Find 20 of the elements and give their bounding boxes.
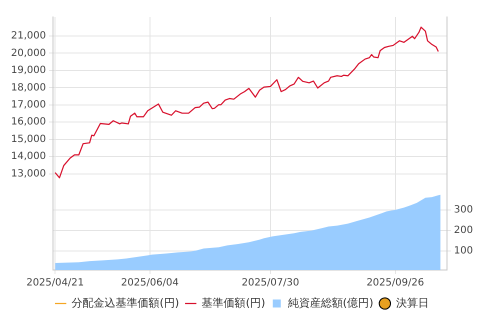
y-tick-label: 15,000 xyxy=(10,134,46,145)
y-tick-label: 13,000 xyxy=(10,168,46,180)
legend-label: 純資産総額(億円) xyxy=(288,296,374,310)
y-tick-label: 19,000 xyxy=(10,65,46,76)
x-tick-label: 2025/07/30 xyxy=(242,278,300,289)
y-tick-label: 20,000 xyxy=(10,48,46,59)
y2-tick-label: 200 xyxy=(454,224,474,236)
legend-label: 分配金込基準価額(円) xyxy=(72,296,180,310)
y2-tick-label: 100 xyxy=(454,246,474,257)
y-tick-label: 21,000 xyxy=(10,30,46,42)
y-tick-label: 17,000 xyxy=(10,99,46,110)
y-tick-label: 18,000 xyxy=(10,82,46,94)
y-tick-label: 14,000 xyxy=(10,151,46,162)
legend-label: 決算日 xyxy=(396,296,429,310)
y2-tick-label: 300 xyxy=(454,204,474,216)
y-tick-label: 16,000 xyxy=(10,116,46,128)
legend-label: 基準価額(円) xyxy=(202,296,266,310)
x-tick-label: 2025/04/21 xyxy=(26,278,84,289)
x-tick-label: 2025/09/26 xyxy=(366,278,424,289)
x-tick-label: 2025/06/04 xyxy=(121,278,179,289)
